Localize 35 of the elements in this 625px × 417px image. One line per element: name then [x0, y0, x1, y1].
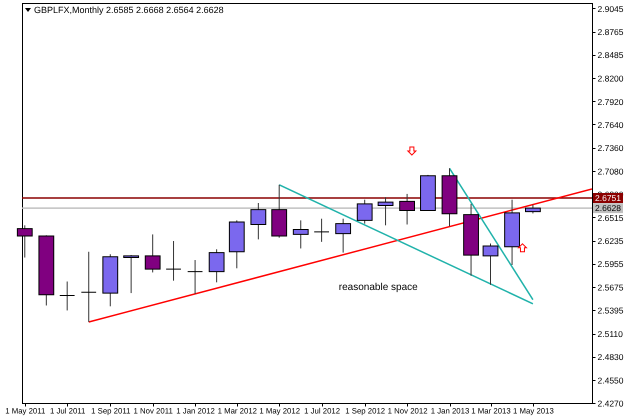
candlestick: [144, 234, 161, 273]
candlestick: [123, 254, 140, 294]
candlestick: [356, 199, 373, 224]
candlestick: [59, 281, 76, 311]
candlestick: [250, 202, 266, 240]
y-tick-label: 2.8765: [598, 27, 624, 38]
candlestick: [292, 220, 309, 249]
candlestick: [314, 218, 330, 242]
y-tick-label: 2.4830: [598, 352, 624, 362]
candlestick: [335, 218, 352, 254]
candlestick: [80, 251, 97, 323]
y-tick-label: 2.7360: [598, 143, 624, 154]
y-tick-label: 2.5110: [598, 329, 624, 340]
y-tick-label: 2.5675: [598, 282, 624, 292]
y-tick-label: 2.8485: [598, 50, 624, 60]
y-tick-label: 2.6235: [598, 236, 624, 246]
annotation: reasonable space: [338, 282, 418, 293]
y-tick-label: 2.9045: [598, 4, 624, 14]
y-tick-label: 2.4550: [598, 375, 624, 386]
candlestick: [166, 240, 182, 282]
y-tick-label: 2.5395: [598, 306, 624, 316]
y-tick-label: 2.5955: [598, 259, 624, 270]
candlestick: [378, 196, 394, 226]
candlestick: [208, 248, 225, 283]
y-tick-label: 2.7640: [598, 120, 624, 130]
y-tick-label: 2.7920: [598, 96, 624, 107]
chart-title: GBPLFX,Monthly 2.6585 2.6668 2.6564 2.6628: [34, 5, 224, 15]
y-tick-label: 2.4270: [598, 398, 624, 408]
candlestick: [482, 242, 498, 286]
y-tick-label: 2.8200: [598, 74, 624, 84]
candlestick: [187, 260, 203, 294]
ref-line-label: 2.6628: [595, 203, 622, 214]
candlestick: [399, 193, 416, 225]
y-tick-label: 2.6515: [598, 212, 624, 223]
y-tick-label: 2.7080: [598, 166, 624, 176]
